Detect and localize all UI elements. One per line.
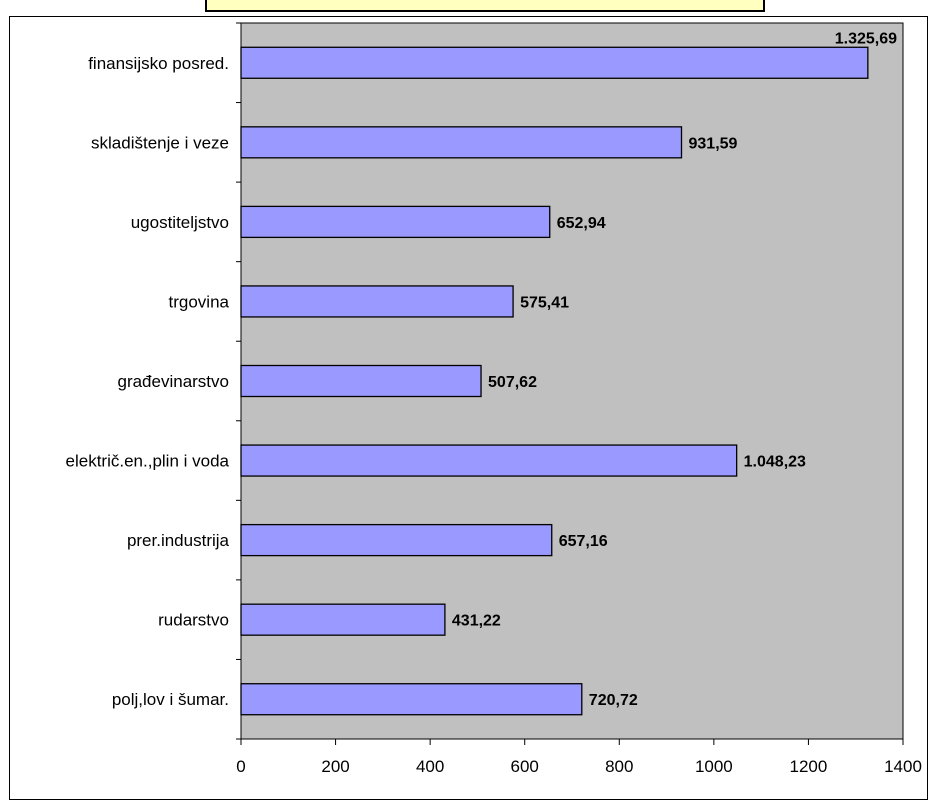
bar <box>240 603 446 636</box>
value-label: 431,22 <box>452 613 501 630</box>
category-label: rudarstvo <box>158 611 229 630</box>
value-label: 652,94 <box>557 215 606 232</box>
category-label: trgovina <box>169 292 230 311</box>
x-tick-label: 800 <box>605 757 633 776</box>
value-label: 507,62 <box>488 374 537 391</box>
bar <box>240 46 869 79</box>
bar <box>240 126 683 159</box>
category-label: građevinarstvo <box>117 372 229 391</box>
category-label: finansijsko posred. <box>88 54 229 73</box>
value-label: 1.325,69 <box>835 30 897 47</box>
x-tick-label: 1000 <box>695 757 733 776</box>
bar <box>240 364 482 398</box>
x-tick-label: 0 <box>236 757 245 776</box>
value-label: 575,41 <box>520 294 569 311</box>
bar <box>240 523 553 557</box>
chart-title-box <box>205 0 765 12</box>
value-label: 1.048,23 <box>744 454 806 471</box>
value-label: 657,16 <box>559 533 608 550</box>
x-tick-label: 400 <box>416 757 444 776</box>
category-label: polj,lov i šumar. <box>112 690 229 709</box>
x-tick-label: 200 <box>321 757 349 776</box>
value-label: 720,72 <box>589 692 638 709</box>
bar <box>240 205 551 239</box>
category-label: prer.industrija <box>127 531 230 550</box>
x-tick-label: 600 <box>511 757 539 776</box>
category-label: ugostiteljstvo <box>131 213 229 232</box>
value-label: 931,59 <box>689 135 738 152</box>
bar <box>240 444 738 477</box>
category-label: električ.en.,plin i voda <box>66 452 230 471</box>
category-label: skladištenje i veze <box>91 133 229 152</box>
bar <box>240 285 514 318</box>
x-tick-label: 1400 <box>884 757 922 776</box>
x-tick-label: 1200 <box>790 757 828 776</box>
bar <box>240 683 583 716</box>
